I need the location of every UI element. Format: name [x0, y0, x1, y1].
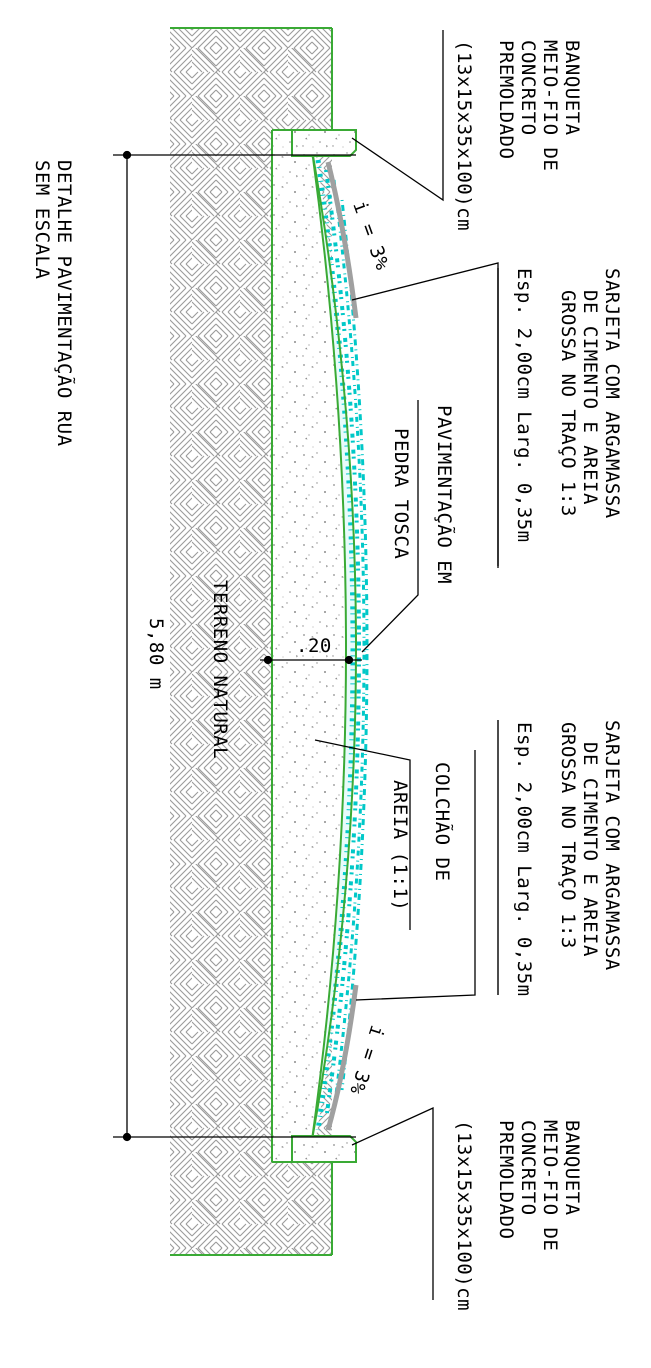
gutter-top-line-3: GROSSA NO TRAÇO 1:3: [557, 290, 579, 517]
gutter-bottom-line-4: Esp. 2,00cm Larg. 0,35m: [513, 722, 535, 997]
gutter-bottom-line-1: SARJETA COM ARGAMASSA: [601, 720, 623, 971]
curb-top-line-5: (13x15x35x100)cm: [453, 40, 475, 231]
gutter-top-line-1: SARJETA COM ARGAMASSA: [601, 268, 623, 519]
paving-label: PAVIMENTAÇÃO EM PEDRA TOSCA: [390, 405, 456, 584]
curb-top-line-1: BANQUETA: [561, 40, 583, 136]
curb-top-label: BANQUETA MEIO-FIO DE CONCRETO PREMOLDADO…: [453, 40, 583, 231]
curb-bottom-line-1: BANQUETA: [561, 1120, 583, 1216]
gutter-top-line-4: Esp. 2,00cm Larg. 0,35m: [513, 268, 535, 543]
gutter-strip-top: [325, 161, 359, 319]
gutter-bottom-label: SARJETA COM ARGAMASSA DE CIMENTO E AREIA…: [497, 720, 623, 997]
crown-dimension-label: .20: [296, 635, 332, 657]
curb-top-line-4: PREMOLDADO: [495, 40, 517, 159]
gutter-bottom-line-3: GROSSA NO TRAÇO 1:3: [557, 722, 579, 949]
paving-line-2: PEDRA TOSCA: [390, 428, 412, 559]
curb-bottom-line-5: (13x15x35x100)cm: [453, 1120, 475, 1311]
slope-top-text: i = 3%: [348, 198, 393, 273]
curb-bottom-label: BANQUETA MEIO-FIO DE CONCRETO PREMOLDADO…: [453, 1120, 583, 1311]
curb-bottom-line-4: PREMOLDADO: [495, 1120, 517, 1239]
gutter-bottom-line-2: DE CIMENTO E AREIA: [579, 742, 601, 957]
width-dimension-text: 5,80 m: [145, 618, 167, 690]
detail-title: DETALHE PAVIMENTAÇÃO RUA SEM ESCALA: [31, 160, 76, 447]
curb-top: [291, 129, 357, 157]
natural-ground-label: TERRENO NATURAL: [209, 580, 231, 759]
gutter-top-line-2: DE CIMENTO E AREIA: [579, 290, 601, 505]
sand-bed-layer: [272, 130, 356, 1162]
paving-line-1: PAVIMENTAÇÃO EM: [433, 405, 456, 584]
detail-title-line-1: DETALHE PAVIMENTAÇÃO RUA: [53, 160, 76, 447]
gutter-top-label: SARJETA COM ARGAMASSA DE CIMENTO E AREIA…: [497, 268, 623, 566]
crown-dimension-line: [260, 655, 362, 665]
gutter-strip-bottom: [325, 984, 359, 1131]
sand-bed-line-2: AREIA (1:1): [389, 780, 411, 911]
curb-bottom-line-2: MEIO-FIO DE: [539, 1120, 561, 1251]
sand-bed-line-1: COLCHÃO DE: [431, 762, 454, 881]
natural-ground-text: TERRENO NATURAL: [209, 580, 231, 759]
curb-top-line-3: CONCRETO: [517, 40, 539, 136]
width-dimension-line: [113, 150, 356, 1142]
slope-bottom-text: i = 3%: [345, 1022, 388, 1097]
width-dimension-label: 5,80 m: [145, 618, 167, 690]
slope-label-top: i = 3%: [348, 198, 393, 273]
crown-dimension-text: .20: [296, 635, 332, 657]
curb-top-line-2: MEIO-FIO DE: [539, 40, 561, 171]
curb-bottom: [291, 1135, 357, 1163]
slope-label-bottom: i = 3%: [345, 1022, 388, 1097]
curb-bottom-line-3: CONCRETO: [517, 1120, 539, 1216]
detail-title-line-2: SEM ESCALA: [31, 160, 53, 279]
sand-bed-label: COLCHÃO DE AREIA (1:1): [389, 762, 454, 911]
